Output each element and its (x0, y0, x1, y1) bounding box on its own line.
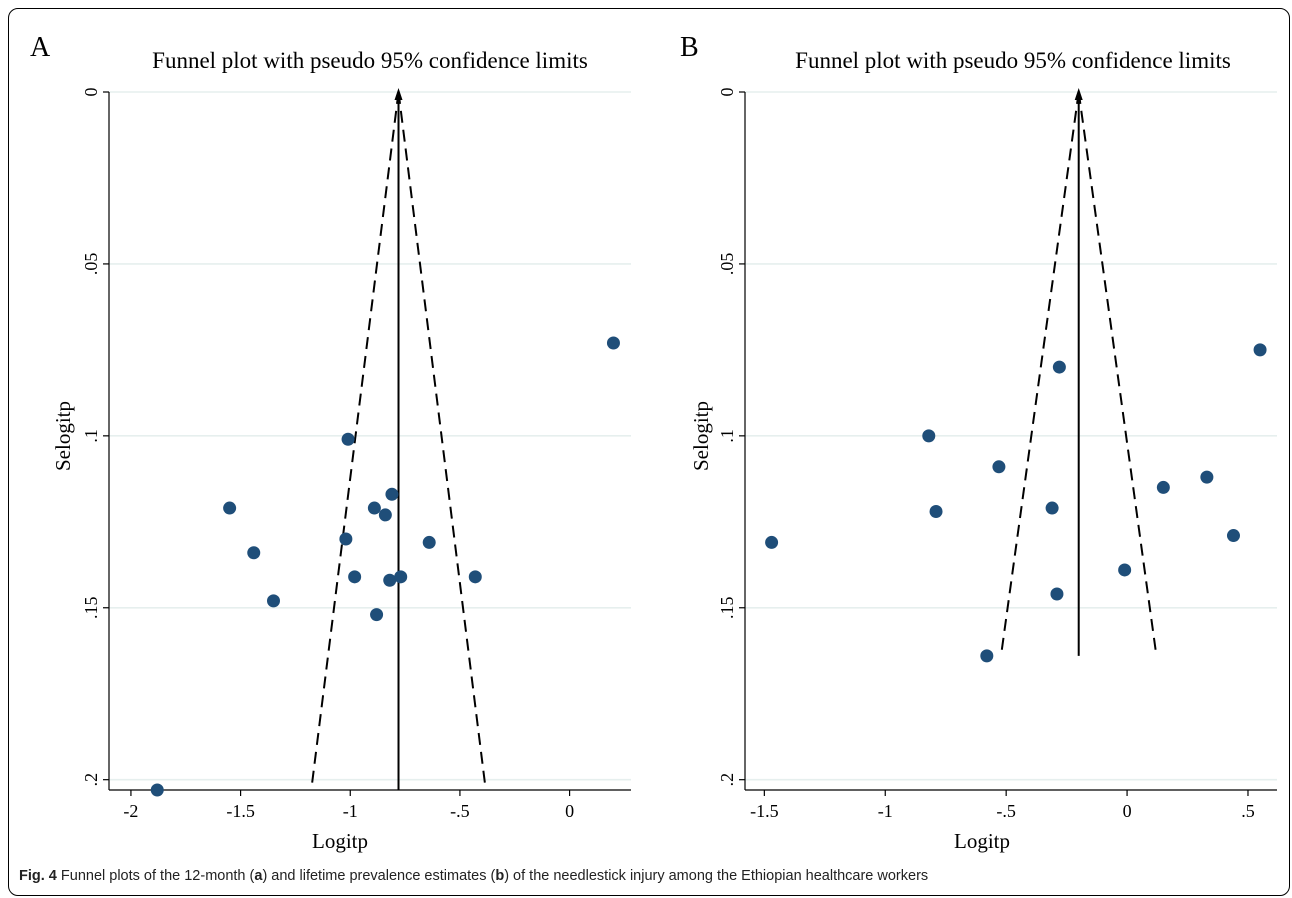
x-tick-label: -1.5 (226, 801, 255, 821)
data-point (385, 487, 399, 501)
data-point (348, 570, 362, 584)
y-axis-label: Selogitp (51, 401, 75, 471)
ci-upper-line (397, 91, 487, 791)
y-tick-label: .05 (717, 253, 737, 276)
y-tick-label: 0 (81, 88, 101, 97)
x-axis-label: Logitp (312, 829, 368, 853)
x-tick-label: 0 (1123, 801, 1132, 821)
data-point (1050, 587, 1064, 601)
data-point (980, 649, 994, 663)
data-point (1253, 343, 1267, 357)
chart-title: Funnel plot with pseudo 95% confidence l… (152, 48, 588, 73)
x-axis-label: Logitp (954, 829, 1010, 853)
data-point (992, 460, 1006, 474)
caption-label: Fig. 4 (19, 868, 57, 884)
caption-b: b (495, 868, 505, 884)
panel-a: A Funnel plot with pseudo 95% confidence … (30, 32, 631, 853)
panel-label: A (30, 32, 51, 63)
y-tick-label: .2 (717, 773, 737, 787)
data-point (468, 570, 482, 584)
data-point (367, 501, 381, 515)
x-tick-label: -.5 (996, 801, 1016, 821)
x-tick-label: .5 (1241, 801, 1255, 821)
data-point (1118, 563, 1132, 577)
ci-upper-line (1077, 91, 1158, 657)
caption-text-3: ) of the needlestick injury among the Et… (504, 868, 929, 884)
caption-a: a (254, 868, 263, 884)
data-point (378, 508, 392, 522)
data-point (223, 501, 237, 515)
y-axis-label: Selogitp (689, 401, 713, 471)
data-point (1052, 360, 1066, 374)
ci-lower-line (999, 91, 1080, 657)
ci-lower-line (310, 91, 400, 791)
y-tick-label: .15 (717, 597, 737, 620)
data-point (247, 546, 261, 560)
data-point (341, 432, 355, 446)
panel-b: B Funnel plot with pseudo 95% confidence … (680, 32, 1277, 853)
data-point (339, 532, 353, 546)
data-point (606, 336, 620, 350)
x-tick-label: -.5 (450, 801, 470, 821)
chart-title: Funnel plot with pseudo 95% confidence l… (795, 48, 1231, 73)
x-tick-label: -1.5 (750, 801, 779, 821)
data-point (1045, 501, 1059, 515)
data-point (929, 504, 943, 518)
data-point (266, 594, 280, 608)
data-point (922, 429, 936, 443)
panel-label: B (680, 32, 699, 63)
caption-text-2: ) and lifetime prevalence estimates ( (262, 868, 496, 884)
y-tick-label: .2 (81, 773, 101, 787)
data-point (765, 535, 779, 549)
data-point (383, 573, 397, 587)
data-point (1226, 529, 1240, 543)
x-tick-label: -1 (343, 801, 358, 821)
data-point (370, 608, 384, 622)
data-point (1156, 480, 1170, 494)
caption-text-1: Funnel plots of the 12-month ( (56, 868, 255, 884)
y-tick-label: .1 (81, 429, 101, 443)
x-tick-label: 0 (565, 801, 574, 821)
y-tick-label: .1 (717, 429, 737, 443)
data-point (394, 570, 408, 584)
y-tick-label: 0 (717, 88, 737, 97)
data-point (1200, 470, 1214, 484)
y-tick-label: .05 (81, 253, 101, 276)
figure-frame (8, 8, 1290, 896)
y-tick-label: .15 (81, 597, 101, 620)
figure-caption: Fig. 4 Funnel plots of the 12-month (a) … (19, 868, 1281, 884)
x-tick-label: -2 (123, 801, 138, 821)
data-point (422, 535, 436, 549)
data-point (150, 783, 164, 797)
x-tick-label: -1 (878, 801, 893, 821)
